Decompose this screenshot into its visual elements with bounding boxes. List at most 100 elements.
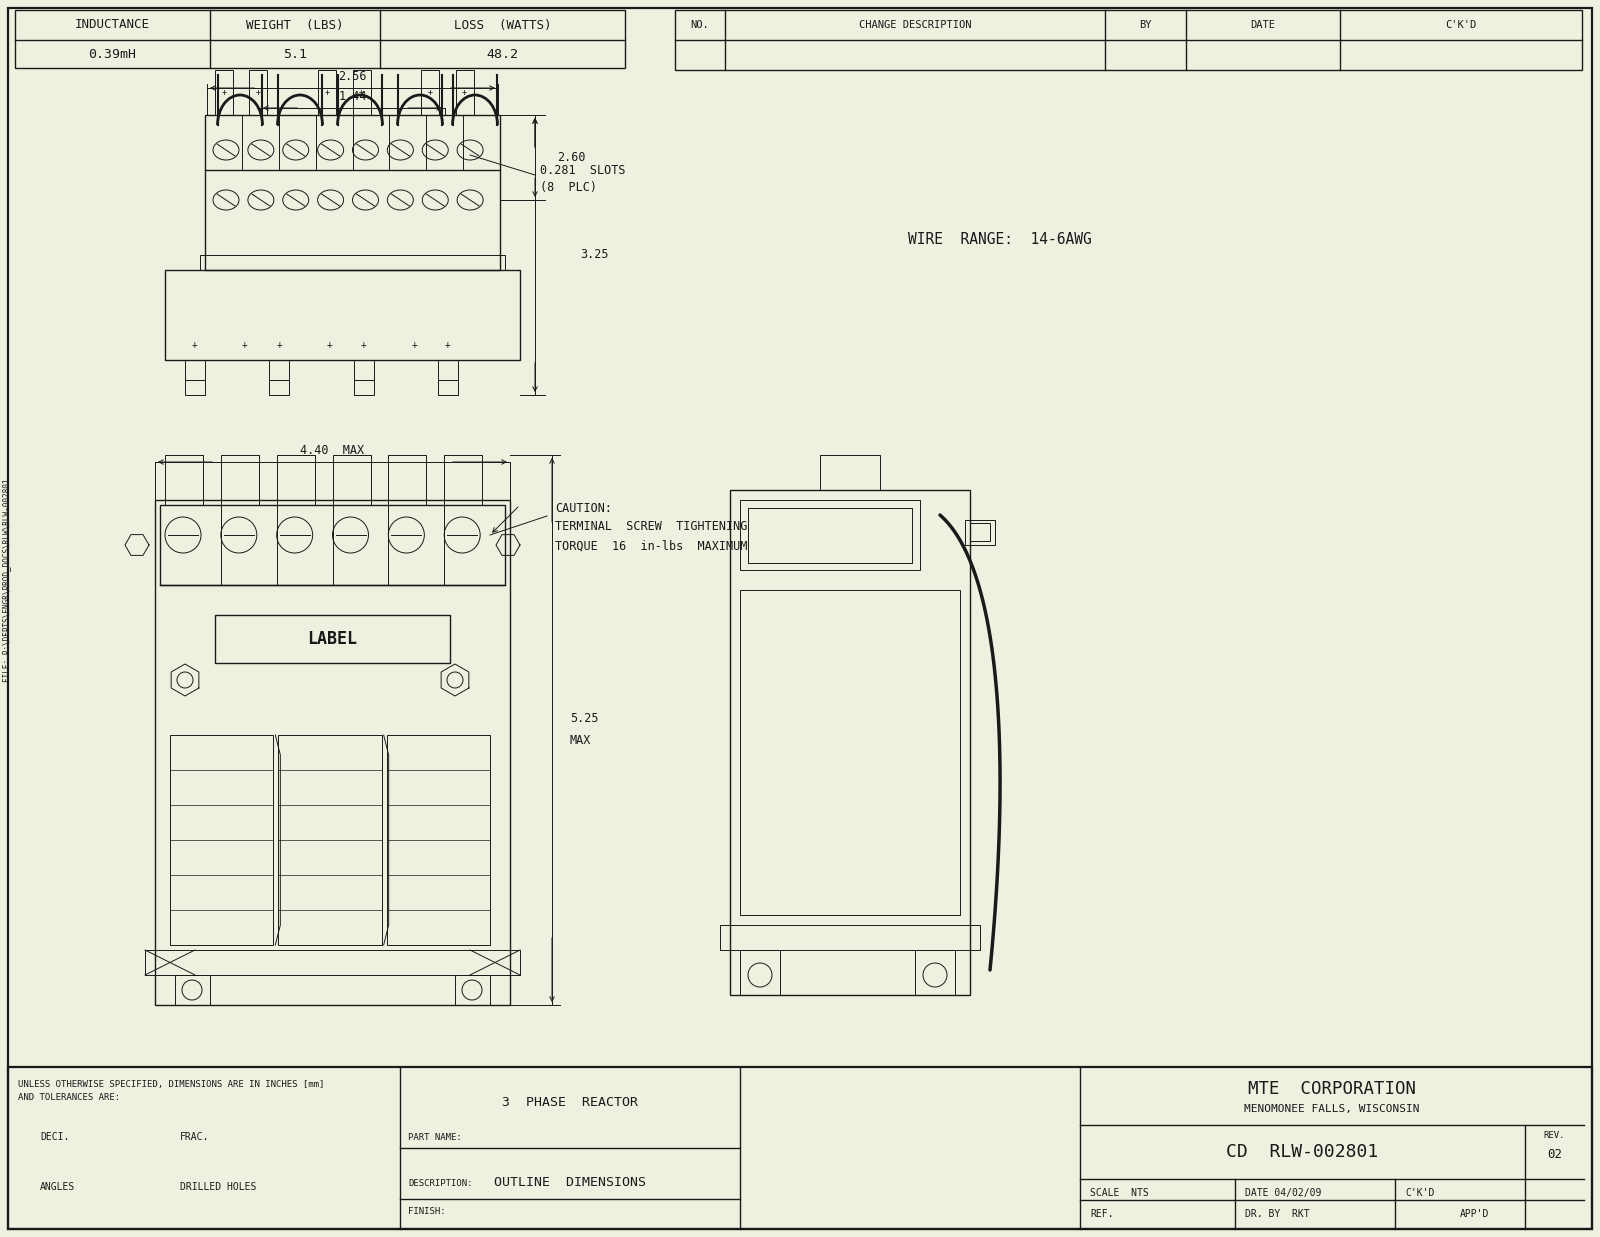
Text: INDUCTANCE: INDUCTANCE [75, 19, 150, 31]
Text: REV.: REV. [1544, 1131, 1565, 1139]
Bar [250, 71, 267, 115]
Bar [454, 975, 490, 1004]
Text: MAX: MAX [570, 734, 592, 746]
Bar [146, 950, 520, 975]
Text: 5.25: 5.25 [570, 711, 598, 725]
Text: WEIGHT  (LBS): WEIGHT (LBS) [246, 19, 344, 31]
Text: 0.281  SLOTS: 0.281 SLOTS [541, 163, 626, 177]
Text: CAUTION:: CAUTION: [555, 501, 611, 515]
Bar [8, 1068, 1592, 1230]
Text: DECI.: DECI. [40, 1132, 69, 1142]
Text: LABEL: LABEL [307, 630, 357, 648]
Bar [269, 360, 290, 380]
Bar [221, 455, 259, 505]
Bar [739, 500, 920, 570]
Text: +: + [192, 340, 198, 350]
Bar [354, 380, 373, 395]
Text: 3.25: 3.25 [579, 249, 608, 261]
Bar [333, 455, 371, 505]
Bar [421, 71, 440, 115]
Bar [965, 520, 995, 546]
Bar [389, 455, 426, 505]
Text: +: + [326, 340, 333, 350]
Bar [277, 455, 315, 505]
Text: FILE: P:\DEPTS\ENGR\PROD_DOCS\RLW\RLW-002801: FILE: P:\DEPTS\ENGR\PROD_DOCS\RLW\RLW-00… [3, 479, 11, 682]
Text: 2.60: 2.60 [557, 151, 586, 165]
Text: +: + [413, 340, 418, 350]
Text: +: + [242, 340, 248, 350]
Text: 2.56: 2.56 [338, 69, 366, 83]
Text: NO.: NO. [691, 20, 709, 30]
Bar [352, 71, 371, 115]
Text: PART NAME:: PART NAME: [408, 1133, 462, 1143]
Text: TERMINAL  SCREW  TIGHTENING: TERMINAL SCREW TIGHTENING [555, 521, 747, 533]
Bar [318, 71, 336, 115]
Text: +: + [325, 88, 330, 96]
Bar [174, 975, 210, 1004]
Text: APP'D: APP'D [1459, 1209, 1490, 1218]
Text: +: + [445, 340, 451, 350]
Bar [445, 455, 482, 505]
Text: 48.2: 48.2 [486, 47, 518, 61]
Text: 4.40  MAX: 4.40 MAX [301, 444, 365, 456]
Bar [14, 10, 626, 68]
Text: +: + [256, 88, 261, 96]
Text: REF.: REF. [1090, 1209, 1114, 1218]
Bar [438, 360, 458, 380]
Text: CHANGE DESCRIPTION: CHANGE DESCRIPTION [859, 20, 971, 30]
Text: MTE  CORPORATION: MTE CORPORATION [1248, 1080, 1416, 1098]
Text: TORQUE  16  in-lbs  MAXIMUM: TORQUE 16 in-lbs MAXIMUM [555, 539, 747, 553]
Bar [160, 505, 506, 585]
Text: DRILLED HOLES: DRILLED HOLES [179, 1183, 256, 1192]
Bar [675, 10, 1582, 71]
Text: +: + [277, 340, 282, 350]
Text: +: + [462, 88, 467, 96]
Text: 02: 02 [1547, 1148, 1562, 1162]
Bar [214, 71, 234, 115]
Bar [205, 115, 499, 270]
Bar [214, 615, 450, 663]
Bar [155, 500, 510, 1004]
Text: +: + [221, 88, 227, 96]
Text: (8  PLC): (8 PLC) [541, 182, 597, 194]
Text: SCALE  NTS: SCALE NTS [1090, 1188, 1149, 1197]
Bar [269, 380, 290, 395]
Bar [438, 380, 458, 395]
Bar [739, 590, 960, 915]
Bar [278, 735, 382, 945]
Bar [387, 735, 490, 945]
Text: DR. BY  RKT: DR. BY RKT [1245, 1209, 1310, 1218]
Bar [170, 735, 274, 945]
Text: FRAC.: FRAC. [179, 1132, 210, 1142]
Text: MENOMONEE FALLS, WISCONSIN: MENOMONEE FALLS, WISCONSIN [1245, 1103, 1419, 1115]
Text: CD  RLW-002801: CD RLW-002801 [1226, 1143, 1379, 1162]
Bar [739, 950, 781, 995]
Text: 5.1: 5.1 [283, 47, 307, 61]
Bar [165, 270, 520, 360]
Bar [915, 950, 955, 995]
Text: OUTLINE  DIMENSIONS: OUTLINE DIMENSIONS [494, 1176, 646, 1190]
Text: WIRE  RANGE:  14-6AWG: WIRE RANGE: 14-6AWG [909, 233, 1091, 247]
Bar [186, 360, 205, 380]
Bar [456, 71, 474, 115]
Text: +: + [358, 88, 365, 96]
Text: 1.44: 1.44 [338, 89, 366, 103]
Text: 3  PHASE  REACTOR: 3 PHASE REACTOR [502, 1096, 638, 1108]
Text: FINISH:: FINISH: [408, 1206, 446, 1216]
Text: 0.39mH: 0.39mH [88, 47, 136, 61]
Bar [819, 455, 880, 490]
Bar [354, 360, 373, 380]
Text: BY: BY [1139, 20, 1152, 30]
Bar [200, 255, 506, 270]
Text: LOSS  (WATTS): LOSS (WATTS) [454, 19, 552, 31]
Text: +: + [360, 340, 366, 350]
Bar [165, 455, 203, 505]
Text: C'K'D: C'K'D [1405, 1188, 1434, 1197]
Text: +: + [427, 88, 432, 96]
Bar [186, 380, 205, 395]
Text: UNLESS OTHERWISE SPECIFIED, DIMENSIONS ARE IN INCHES [mm]: UNLESS OTHERWISE SPECIFIED, DIMENSIONS A… [18, 1080, 325, 1090]
Text: DESCRIPTION:: DESCRIPTION: [408, 1180, 472, 1189]
Text: DATE: DATE [1251, 20, 1275, 30]
Bar [730, 490, 970, 995]
Bar [720, 925, 979, 950]
